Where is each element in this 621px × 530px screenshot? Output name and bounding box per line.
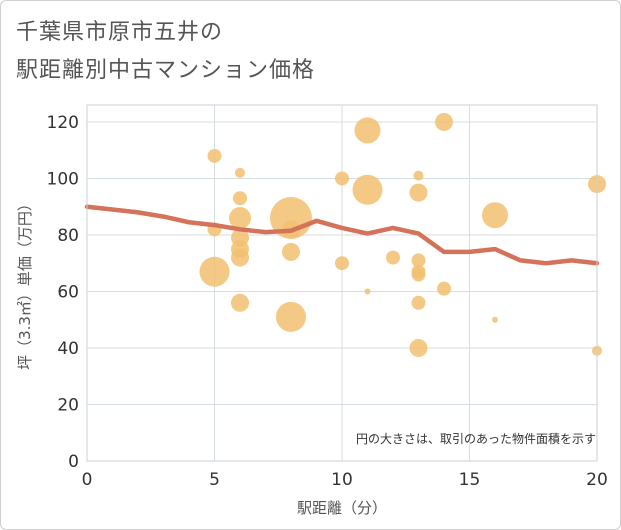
- data-bubble: [235, 167, 245, 178]
- data-bubble: [492, 316, 498, 323]
- data-bubble: [409, 183, 428, 202]
- x-axis-label: 駅距離（分）: [297, 499, 387, 517]
- y-tick-label: 80: [57, 226, 79, 246]
- x-tick-label: 10: [331, 470, 353, 490]
- x-tick-label: 5: [209, 470, 220, 490]
- chart-title-line2: 駅距離別中古マンション価格: [16, 58, 316, 83]
- y-axis-label: 坪（3.3㎡）単価（万円）: [16, 196, 34, 370]
- data-bubble: [386, 250, 400, 265]
- data-bubble: [411, 253, 426, 268]
- x-tick-label: 20: [586, 470, 608, 490]
- data-bubble: [354, 117, 381, 144]
- y-tick-label: 0: [68, 452, 79, 472]
- data-bubble: [482, 202, 508, 229]
- data-bubble: [437, 281, 451, 296]
- y-tick-label: 20: [57, 395, 79, 415]
- data-bubble: [233, 191, 247, 206]
- data-bubble: [411, 267, 426, 282]
- size-note: 円の大きさは、取引のあった物件面積を示す: [356, 431, 596, 446]
- x-tick-label: 0: [82, 470, 93, 490]
- x-tick-label: 15: [459, 470, 481, 490]
- data-bubble: [364, 288, 371, 295]
- data-bubble: [199, 256, 230, 287]
- data-bubble: [231, 293, 249, 312]
- data-bubble: [207, 148, 222, 163]
- chart-title-line1: 千葉県市原市五井の: [16, 20, 224, 45]
- y-tick-label: 40: [57, 339, 79, 359]
- data-bubble: [229, 207, 251, 230]
- y-tick-label: 100: [47, 169, 79, 189]
- data-bubble: [276, 301, 306, 332]
- data-bubble: [335, 171, 349, 186]
- data-bubble: [411, 295, 426, 310]
- data-bubble: [282, 242, 300, 261]
- average-price-line: [84, 204, 600, 266]
- y-tick-label: 120: [47, 113, 79, 133]
- data-bubble: [413, 170, 424, 181]
- data-bubble: [352, 174, 383, 205]
- data-bubble: [231, 248, 249, 267]
- plot-border: [86, 104, 598, 462]
- data-bubble: [409, 338, 428, 357]
- data-bubble: [435, 112, 453, 131]
- data-bubble: [335, 256, 349, 271]
- y-tick-label: 60: [57, 282, 79, 302]
